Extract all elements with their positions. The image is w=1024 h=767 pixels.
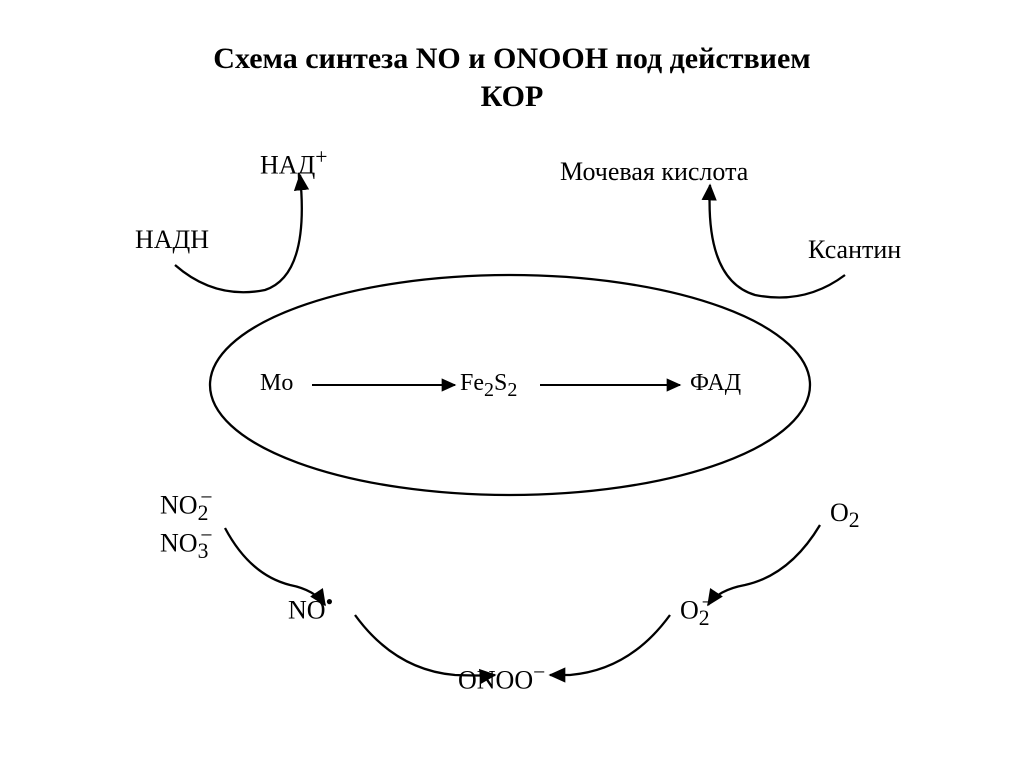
label-nad_plus: НАД+ <box>260 145 328 181</box>
page-title: Схема синтеза NO и ONOOH под действием К… <box>0 0 1024 115</box>
label-onoo: ONOO− <box>458 660 545 696</box>
curve-br <box>708 525 820 605</box>
inner-node-fad: ФАД <box>690 370 741 397</box>
label-no3: NO3− <box>160 523 213 564</box>
curve-cr <box>550 615 670 675</box>
label-o2: O2 <box>830 498 860 533</box>
diagram-svg <box>0 115 1024 735</box>
title-line1: Схема синтеза NO и ONOOH под действием <box>213 42 810 75</box>
diagram-stage: Mo Fe2S2 ФАД НАД+ НАДН Мочевая кислота Ксантин… <box>0 115 1024 735</box>
label-no2: NO2− <box>160 485 213 526</box>
label-uric: Мочевая кислота <box>560 157 748 187</box>
label-nadh: НАДН <box>135 225 209 255</box>
label-no_rad: NO• <box>288 590 333 626</box>
title-line2: КОР <box>481 80 544 113</box>
inner-node-mo: Mo <box>260 370 293 397</box>
inner-node-fes: Fe2S2 <box>460 370 517 402</box>
label-xanthine: Ксантин <box>808 235 901 265</box>
label-o2min: O2− <box>680 590 714 631</box>
